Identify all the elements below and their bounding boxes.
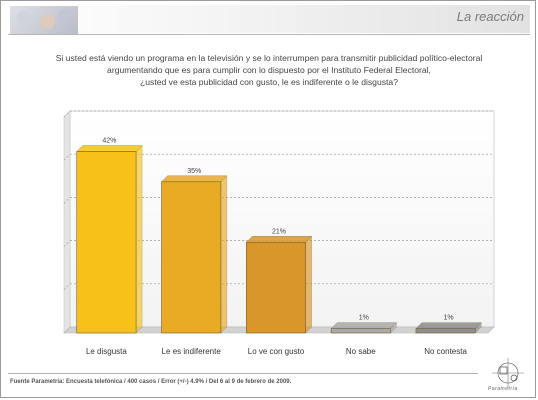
gridline-side — [63, 110, 71, 118]
gridline-side — [63, 283, 71, 291]
bar-value-label-3: 1% — [359, 315, 369, 322]
bar-top-1 — [161, 175, 228, 183]
category-label-2: Lo ve con gusto — [248, 347, 305, 356]
header-divider — [8, 34, 530, 35]
parametria-logo-icon — [492, 358, 524, 388]
category-label-4: No contesta — [424, 347, 467, 356]
header-band — [8, 5, 530, 33]
header-photo — [10, 6, 78, 34]
bar-value-label-2: 21% — [272, 228, 286, 235]
question-line-1: Si usted está viendo un programa en la t… — [55, 53, 483, 63]
bar-1 — [161, 181, 222, 334]
category-label-0: Le disgusta — [86, 347, 127, 356]
bar-value-label-4: 1% — [444, 315, 454, 322]
bar-top-2 — [245, 236, 313, 243]
plot-side-wall — [63, 110, 71, 334]
bar-side-2 — [305, 235, 312, 334]
bar-top-3 — [330, 322, 397, 329]
category-label-3: No sabe — [346, 347, 376, 356]
survey-question: Si usted está viendo un programa en la t… — [30, 52, 508, 88]
bar-top-0 — [76, 145, 143, 152]
bar-side-0 — [135, 145, 143, 334]
bar-side-1 — [220, 175, 228, 334]
bar-value-label-1: 35% — [187, 168, 201, 175]
gridline-side — [63, 153, 71, 161]
question-line-2: argumentando que es para cumplir con lo … — [107, 65, 431, 75]
bar-4 — [415, 328, 476, 334]
gridline-side — [63, 197, 71, 204]
bar-0 — [76, 151, 137, 334]
question-line-3: ¿usted ve esta publicidad con gusto, le … — [140, 77, 398, 87]
bar-value-label-0: 42% — [102, 138, 116, 145]
bar-2 — [246, 241, 306, 334]
gridline-side — [63, 240, 71, 247]
logo-wordmark: Parametría — [488, 386, 518, 392]
page-title: La reacción — [456, 9, 524, 24]
bar-3 — [330, 328, 391, 334]
bar-top-4 — [415, 322, 482, 329]
footer-source: Fuente Parametría: Encuesta telefónica /… — [10, 379, 292, 385]
category-label-1: Le es indiferente — [162, 347, 222, 356]
footer-divider — [8, 373, 478, 374]
